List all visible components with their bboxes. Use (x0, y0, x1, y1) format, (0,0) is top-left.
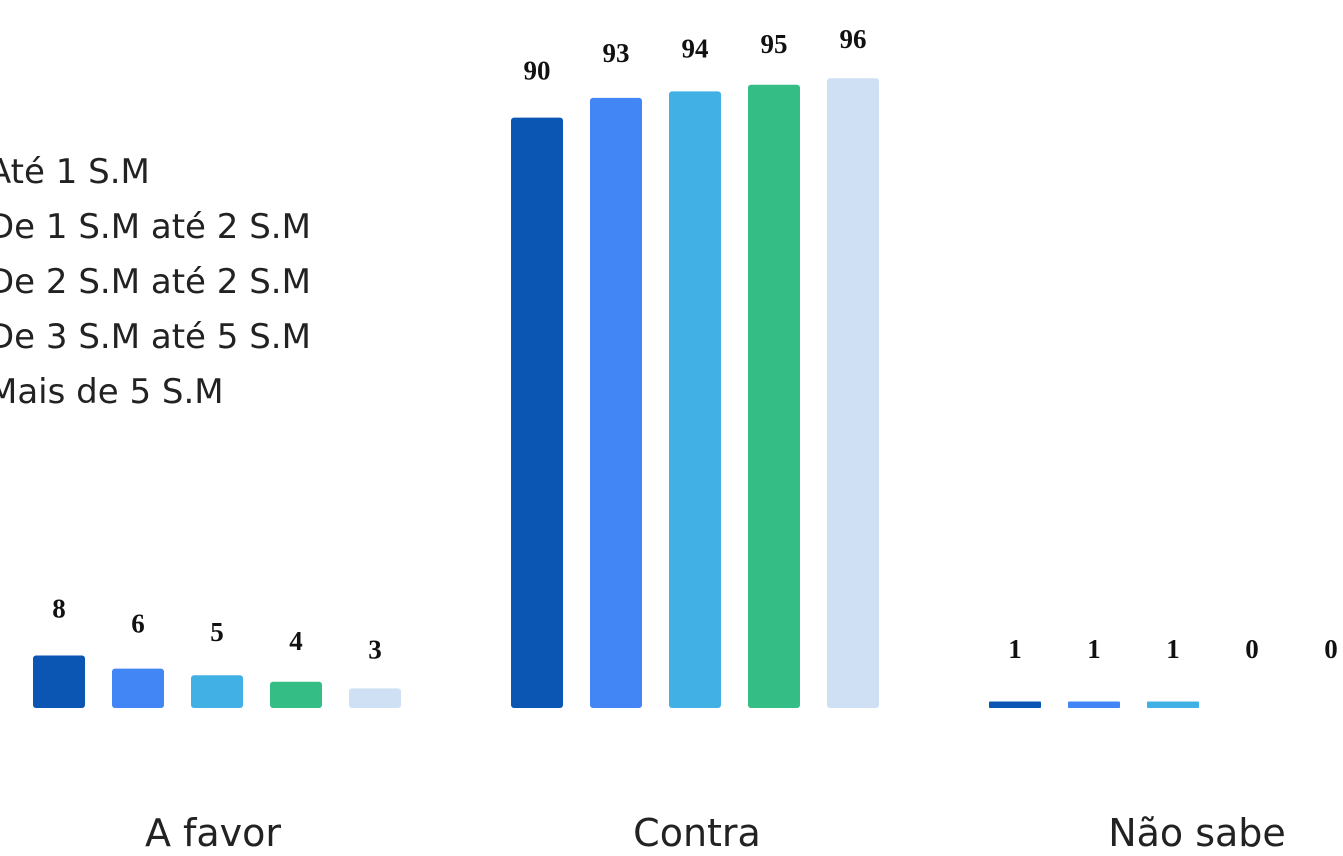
value-label-a-favor-series-3: 5 (210, 617, 224, 647)
bar-a-favor-series-2 (112, 668, 164, 708)
value-label-a-favor-series-5: 3 (368, 634, 382, 664)
legend-label-3: De 2 S.M até 2 S.M (0, 262, 311, 302)
bar-a-favor-series-4 (270, 681, 322, 708)
bar-contra-series-4 (748, 84, 800, 709)
bar-contra-series-3 (669, 91, 721, 709)
value-label-n-o-sabe-series-3: 1 (1166, 634, 1180, 664)
bar-a-favor-series-3 (191, 675, 243, 708)
value-labels-group: 8 6 5 4 3 90 93 94 95 96 1 1 1 0 0 (52, 24, 1338, 664)
value-label-a-favor-series-1: 8 (52, 594, 66, 624)
legend-label-5: Mais de 5 S.M (0, 372, 224, 412)
value-label-a-favor-series-2: 6 (131, 609, 145, 639)
legend-label-2: De 1 S.M até 2 S.M (0, 207, 311, 247)
value-label-a-favor-series-4: 4 (289, 626, 303, 656)
bar-n-o-sabe-series-2 (1068, 701, 1120, 708)
bar-a-favor-series-5 (349, 688, 401, 708)
bar-contra-series-1 (511, 117, 563, 709)
value-label-n-o-sabe-series-1: 1 (1008, 634, 1022, 664)
category-labels-group: A favor Contra Não sabe (145, 811, 1286, 855)
legend-label-4: De 3 S.M até 5 S.M (0, 317, 311, 357)
legend-label-1: Até 1 S.M (0, 152, 150, 192)
value-label-contra-series-3: 94 (682, 33, 709, 63)
category-label-a-favor: A favor (145, 811, 281, 855)
bar-n-o-sabe-series-3 (1147, 701, 1199, 708)
category-label-nao-sabe: Não sabe (1108, 811, 1286, 855)
value-label-contra-series-4: 95 (761, 29, 788, 59)
value-label-contra-series-2: 93 (603, 38, 630, 68)
bars-group (33, 78, 1199, 709)
value-label-n-o-sabe-series-2: 1 (1087, 634, 1101, 664)
category-label-contra: Contra (633, 811, 761, 855)
value-label-n-o-sabe-series-4: 0 (1245, 634, 1259, 664)
value-label-n-o-sabe-series-5: 0 (1324, 634, 1338, 664)
legend: Até 1 S.M De 1 S.M até 2 S.M De 2 S.M at… (0, 152, 311, 412)
bar-contra-series-2 (590, 97, 642, 709)
value-label-contra-series-1: 90 (524, 56, 551, 86)
bar-n-o-sabe-series-1 (989, 701, 1041, 708)
bar-contra-series-5 (827, 78, 879, 709)
value-label-contra-series-5: 96 (840, 24, 867, 54)
bar-a-favor-series-1 (33, 655, 85, 708)
